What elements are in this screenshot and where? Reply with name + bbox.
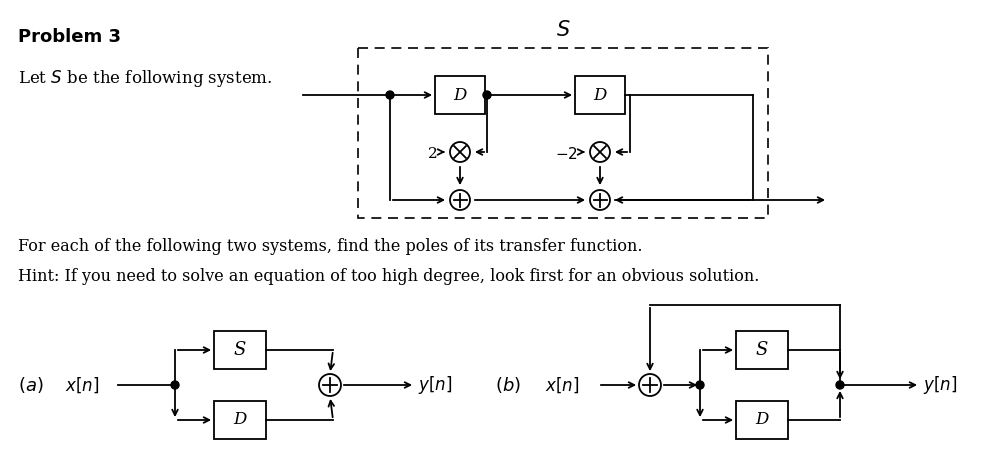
Bar [575,76,625,114]
Text: $S$: $S$ [555,20,570,40]
Text: $-2$: $-2$ [555,146,578,162]
Circle shape [319,374,341,396]
Text: $(\mathit{b})$: $(\mathit{b})$ [495,375,521,395]
Circle shape [590,142,610,162]
Text: Let $S$ be the following system.: Let $S$ be the following system. [18,68,273,89]
Text: D: D [594,87,606,103]
Text: $y[n]$: $y[n]$ [418,374,452,396]
Circle shape [639,374,661,396]
Circle shape [590,190,610,210]
Text: S: S [233,341,246,359]
Circle shape [171,381,179,389]
Circle shape [450,190,470,210]
Circle shape [483,91,491,99]
Text: $(\mathit{a})$: $(\mathit{a})$ [18,375,43,395]
Text: 2: 2 [429,147,438,161]
Circle shape [450,142,470,162]
Circle shape [696,381,704,389]
Text: D: D [755,411,769,429]
Text: $y[n]$: $y[n]$ [923,374,957,396]
Bar [214,331,266,369]
Bar [358,48,768,218]
Bar [736,331,788,369]
Text: S: S [755,341,768,359]
Text: For each of the following two systems, find the poles of its transfer function.: For each of the following two systems, f… [18,238,643,255]
Text: D: D [453,87,467,103]
Bar [435,76,485,114]
Text: $x[n]$: $x[n]$ [545,375,580,395]
Text: Hint: If you need to solve an equation of too high degree, look first for an obv: Hint: If you need to solve an equation o… [18,268,759,285]
Text: Problem 3: Problem 3 [18,28,121,46]
Text: $x[n]$: $x[n]$ [65,375,99,395]
Bar [736,401,788,439]
Circle shape [386,91,394,99]
Text: D: D [233,411,246,429]
Bar [214,401,266,439]
Circle shape [836,381,844,389]
